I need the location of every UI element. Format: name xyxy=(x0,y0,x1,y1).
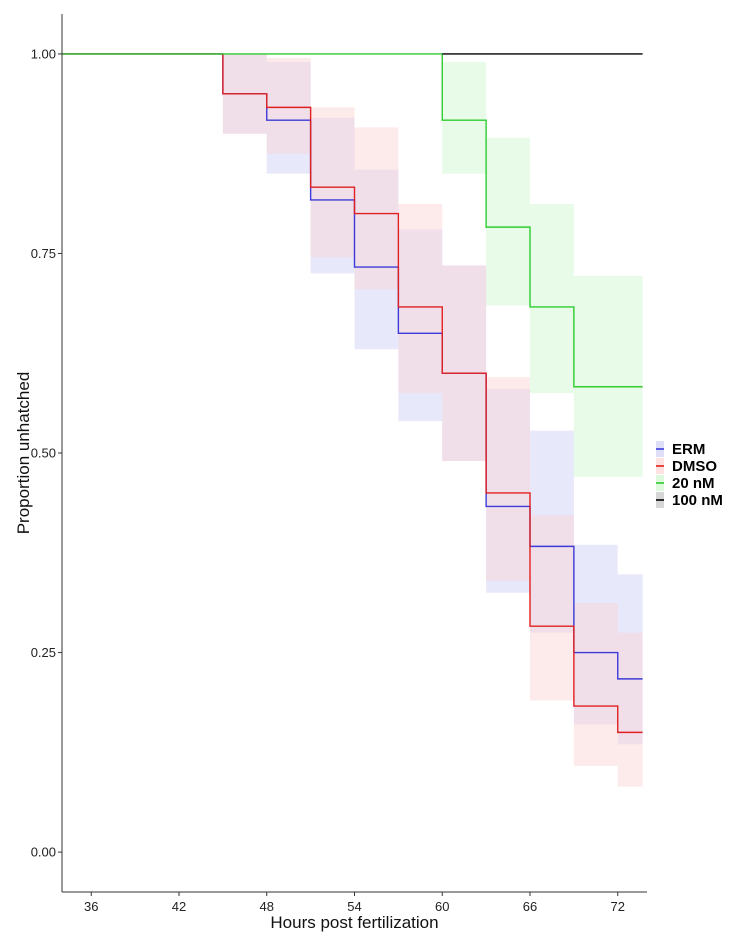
band-dmso xyxy=(486,377,530,581)
band-20-nm xyxy=(573,275,643,477)
legend-label-dmso: DMSO xyxy=(672,458,717,475)
curve-dmso xyxy=(62,53,643,734)
band-erm xyxy=(617,574,643,745)
x-axis-ticks: 36 42 48 54 60 66 72 xyxy=(84,892,625,914)
y-axis-title: Proportion unhatched xyxy=(14,372,33,535)
x-tick-label: 60 xyxy=(435,899,449,914)
band-dmso xyxy=(442,265,487,461)
band-dmso xyxy=(310,107,355,258)
band-20-nm xyxy=(442,61,487,174)
y-tick-label: 0.00 xyxy=(31,845,56,860)
y-tick-label: 0.50 xyxy=(31,446,56,461)
band-erm xyxy=(486,389,530,593)
confidence-bands xyxy=(222,53,643,787)
band-dmso xyxy=(266,57,311,154)
band-erm xyxy=(310,117,355,274)
band-dmso xyxy=(573,603,618,766)
x-tick-label: 66 xyxy=(523,899,537,914)
band-erm xyxy=(573,544,618,725)
legend-label-100-nm: 100 nM xyxy=(672,492,723,509)
legend-label-20-nm: 20 nM xyxy=(672,475,715,492)
y-tick-label: 0.75 xyxy=(31,246,56,261)
band-20-nm xyxy=(530,203,574,394)
legend-label-erm: ERM xyxy=(672,441,705,458)
x-tick-label: 36 xyxy=(84,899,98,914)
band-dmso xyxy=(398,203,443,394)
x-tick-label: 42 xyxy=(172,899,186,914)
band-erm xyxy=(354,169,399,350)
x-tick-label: 54 xyxy=(347,899,361,914)
band-dmso xyxy=(617,632,643,787)
band-dmso xyxy=(530,515,574,701)
band-20-nm xyxy=(486,137,530,306)
band-dmso xyxy=(354,127,399,290)
band-erm xyxy=(266,61,311,174)
x-tick-label: 72 xyxy=(611,899,625,914)
x-axis-title: Hours post fertilization xyxy=(270,913,438,932)
survival-curves xyxy=(62,53,643,734)
y-tick-label: 0.25 xyxy=(31,645,56,660)
band-erm xyxy=(398,229,443,422)
x-tick-label: 48 xyxy=(260,899,274,914)
band-erm xyxy=(530,430,574,633)
y-axis-ticks: 0.00 0.25 0.50 0.75 1.00 xyxy=(31,46,62,860)
y-tick-label: 1.00 xyxy=(31,46,56,61)
band-erm xyxy=(442,265,487,461)
curve-20-nm xyxy=(62,53,643,388)
